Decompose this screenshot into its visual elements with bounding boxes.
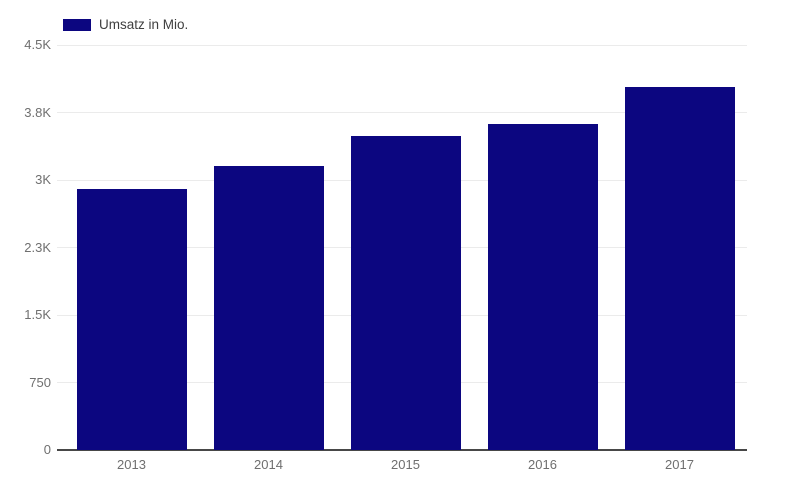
bar-2014[interactable] bbox=[213, 165, 324, 450]
y-axis-tick-label: 3K bbox=[35, 172, 51, 187]
y-axis-tick-label: 3.8K bbox=[24, 104, 51, 120]
x-axis-tick-label: 2015 bbox=[391, 457, 420, 472]
x-axis-tick-label: 2014 bbox=[254, 457, 283, 472]
y-axis-tick-label: 0 bbox=[43, 442, 51, 457]
bar-2015[interactable] bbox=[350, 135, 461, 450]
y-axis-tick-label: 4.5K bbox=[24, 37, 51, 52]
legend: Umsatz in Mio. bbox=[63, 16, 188, 34]
x-axis-baseline bbox=[57, 449, 747, 451]
legend-swatch bbox=[63, 19, 91, 31]
x-axis-tick-label: 2017 bbox=[665, 457, 694, 472]
bar-2017[interactable] bbox=[624, 87, 735, 450]
y-axis-tick-label: 750 bbox=[29, 374, 51, 390]
y-axis-tick-label: 1.5K bbox=[24, 307, 51, 322]
y-axis-tick-label: 2.3K bbox=[24, 239, 51, 255]
gridline bbox=[57, 44, 747, 46]
bar-2013[interactable] bbox=[76, 189, 187, 450]
x-axis-tick-label: 2016 bbox=[528, 457, 557, 472]
legend-series-label: Umsatz in Mio. bbox=[99, 17, 189, 32]
bar-2016[interactable] bbox=[487, 124, 598, 450]
gridline bbox=[57, 112, 747, 113]
x-axis-tick-label: 2013 bbox=[117, 457, 146, 472]
